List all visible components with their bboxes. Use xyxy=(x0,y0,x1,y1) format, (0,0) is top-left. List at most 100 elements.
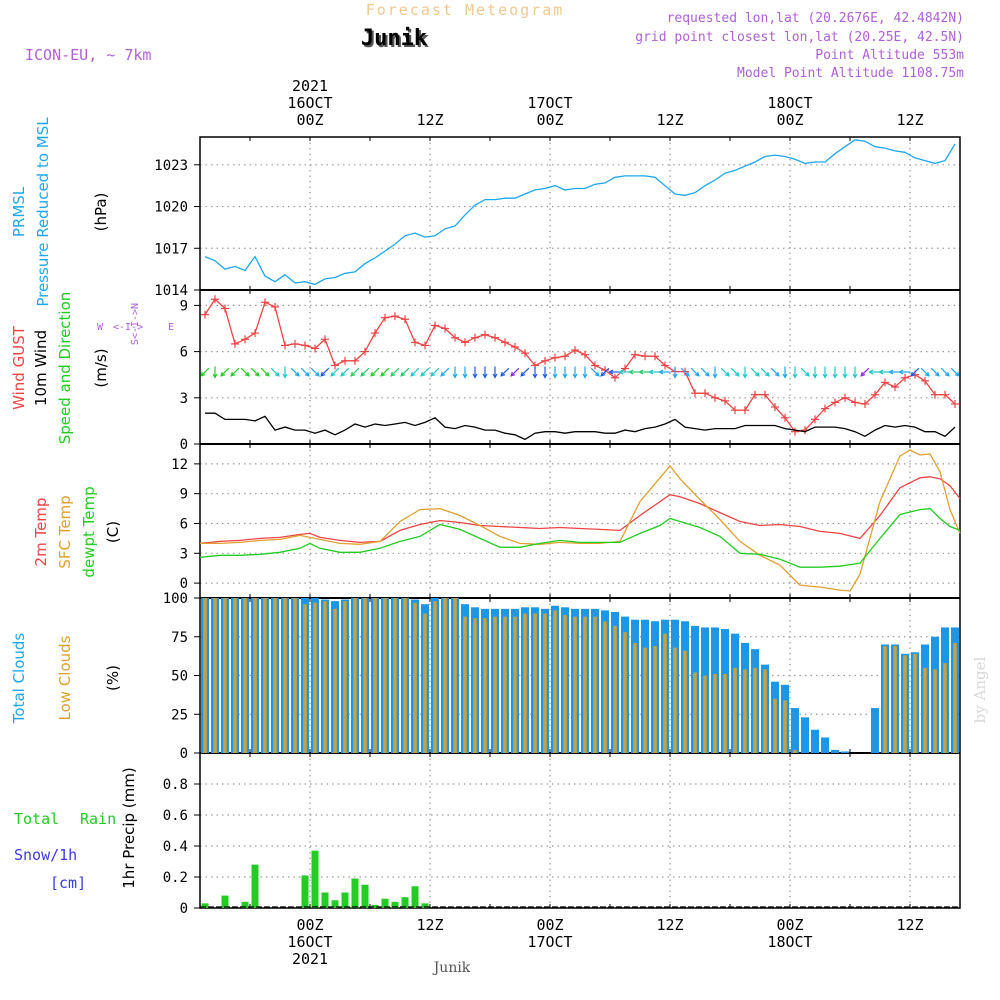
wind-arrow-shaft xyxy=(330,367,340,377)
footer-location: Junik xyxy=(432,960,471,976)
top-axis-label: 12Z xyxy=(896,111,923,129)
gust-point xyxy=(321,335,329,344)
clouds-unit: (%) xyxy=(104,665,122,691)
rain-bar xyxy=(341,892,349,908)
gust-point xyxy=(751,390,759,399)
bottom-axis-label: 00Z xyxy=(776,916,803,934)
total-cloud-bar xyxy=(841,751,849,753)
wind-arrow xyxy=(852,366,858,379)
gust-point xyxy=(951,399,959,408)
model-name: ICON-EU, ~ 7km xyxy=(25,46,151,64)
point-altitude: Point Altitude 553m xyxy=(815,48,964,63)
gust-point xyxy=(451,333,459,342)
bottom-axis-label: 12Z xyxy=(656,916,683,934)
wind-arrow xyxy=(700,367,710,377)
wind-arrow-shaft xyxy=(750,367,760,377)
gust-point xyxy=(711,393,719,402)
low-cloud-bar xyxy=(713,673,717,753)
low-cloud-bar xyxy=(353,598,357,753)
wind-arrow-head xyxy=(822,373,828,379)
wind-arrow xyxy=(250,367,260,377)
low-cloud-bar xyxy=(703,675,707,753)
wind-arrow xyxy=(452,366,458,379)
precip-ytick-label: 0 xyxy=(180,901,188,917)
wind-arrow xyxy=(742,366,748,379)
low-cloud-bar xyxy=(313,602,317,753)
wind-arrow-head xyxy=(582,373,588,379)
pressure-ytick-label: 1023 xyxy=(154,158,188,174)
gust-point xyxy=(201,310,209,319)
low-cloud-bar xyxy=(643,647,647,753)
wind-arrow xyxy=(600,367,610,377)
compass-e: E xyxy=(168,322,174,333)
gust-point xyxy=(361,347,369,356)
low-cloud-bar xyxy=(793,749,797,753)
rain-bar xyxy=(331,900,339,908)
total-cloud-bar xyxy=(871,708,879,753)
gust-point xyxy=(511,342,519,351)
compass-sn-arrow: S<-I->N xyxy=(130,303,141,345)
gust-point xyxy=(411,338,419,347)
wind-arrow-shaft xyxy=(440,367,450,377)
wind-arrow-head xyxy=(734,371,740,377)
wind-arrow-head xyxy=(712,373,718,379)
wind-arrow-shaft xyxy=(390,367,400,377)
precip-ytick-label: 0.6 xyxy=(163,808,188,824)
wind-arrow-head xyxy=(658,369,664,375)
low-cloud-bar xyxy=(753,667,757,753)
wind-arrow-head xyxy=(792,373,798,379)
wind-arrow-shaft xyxy=(910,367,920,377)
panels-frame xyxy=(199,136,961,909)
wind-arrow xyxy=(672,366,678,379)
low-cloud-bar xyxy=(563,615,567,753)
gust-point xyxy=(521,349,529,358)
wind-arrow-head xyxy=(684,371,690,377)
gust-point xyxy=(901,373,909,382)
wind-arrow xyxy=(562,366,568,379)
gust-point xyxy=(371,329,379,338)
wind-arrow xyxy=(812,366,818,379)
wind-arrow xyxy=(212,366,218,379)
gust-point xyxy=(441,324,449,333)
temp-unit: (C) xyxy=(104,521,122,543)
wind-arrow xyxy=(290,367,300,377)
low-cloud-bar xyxy=(273,598,277,753)
gust-point xyxy=(471,333,479,342)
wind-arrow-shaft xyxy=(240,367,250,377)
wind-arrow xyxy=(950,367,960,377)
low-cloud-bar xyxy=(463,616,467,753)
low-cloud-bar xyxy=(203,598,207,753)
wind-arrow xyxy=(320,367,330,377)
low-cloud-bar xyxy=(233,598,237,753)
wind-arrow xyxy=(410,367,420,377)
wind-speed-line xyxy=(205,412,956,441)
pressure-label-2: Pressure Reduced to MSL xyxy=(34,117,52,307)
wind-ytick-label: 3 xyxy=(180,391,188,407)
wind-arrow xyxy=(690,367,700,377)
wind-arrow xyxy=(792,366,798,379)
gust-point xyxy=(811,415,819,424)
gust-point xyxy=(771,403,779,412)
wind-arrow-head xyxy=(420,371,426,377)
gust-point xyxy=(331,361,339,370)
wind-arrow-head xyxy=(832,373,838,379)
gust-point xyxy=(381,313,389,322)
wind-arrow-head xyxy=(452,373,458,379)
temp-dewpt-line xyxy=(199,507,961,568)
bottom-axis-label: 18OCT xyxy=(767,933,812,951)
requested-lonlat: requested lon,lat (20.2676E, 42.4842N) xyxy=(667,11,964,26)
gust-point xyxy=(231,339,239,348)
wind-arrow-shaft xyxy=(950,367,960,377)
wind-arrow xyxy=(350,367,360,377)
wind-arrow xyxy=(842,366,848,379)
gust-point xyxy=(591,361,599,370)
wind-arrow-shaft xyxy=(940,367,950,377)
rain-bar xyxy=(381,898,389,908)
compass-w: W xyxy=(97,322,104,333)
rain-label: Rain xyxy=(80,810,116,828)
total-cloud-bar xyxy=(801,717,809,753)
wind-arrow-shaft xyxy=(600,367,610,377)
pressure-panel: 1014 1017 1020 1023 xyxy=(154,137,960,299)
wind-arrow-head xyxy=(410,371,416,377)
